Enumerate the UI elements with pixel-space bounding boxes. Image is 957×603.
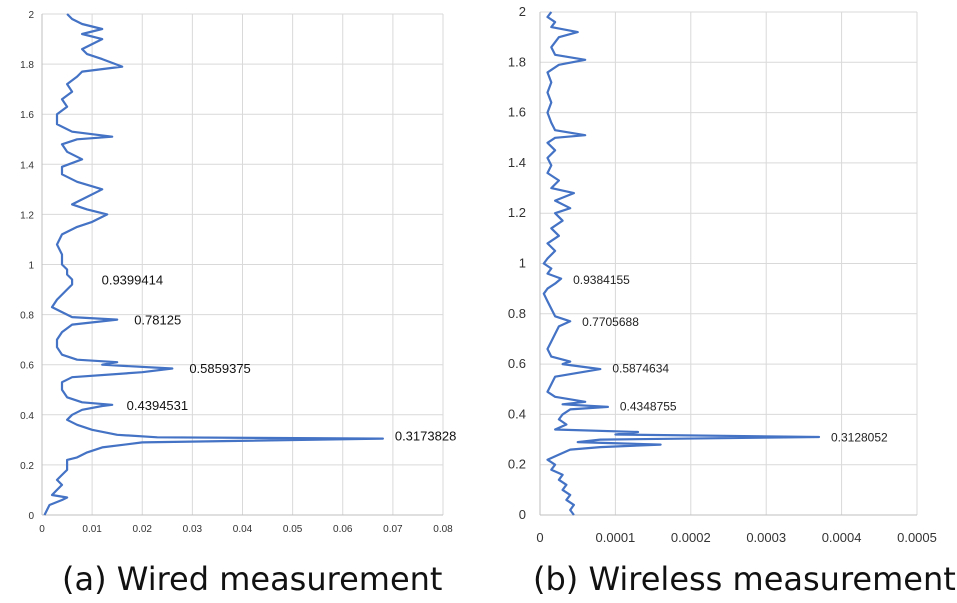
peak-label: 0.9384155 [573,273,630,287]
peak-label: 0.4348755 [620,400,677,414]
chart-panel-wireless: 0 0.2 0.4 0.6 0.8 1 1.2 1.4 1.6 1.8 2 0 0.0001 0.0002… [508,4,937,545]
caption-wired: (a) Wired measurement [62,560,443,598]
x-tick-label: 0.0004 [822,530,862,545]
peak-label: 0.78125 [134,312,181,327]
x-tick-label: 0.03 [183,524,203,535]
peak-label: 0.5874634 [612,361,669,375]
x-tick-label: 0.0003 [746,530,786,545]
y-tick-label: 1.8 [508,54,526,69]
y-tick-label: 2 [519,4,526,19]
peak-label: 0.9399414 [102,273,163,288]
x-tick-label: 0.08 [433,524,453,535]
y-tick-label: 1.2 [20,210,34,221]
peak-label: 0.3173828 [395,428,456,443]
x-tick-label: 0.06 [333,524,353,535]
y-tick-label: 0.2 [508,457,526,472]
chart-panel-wired: 0 0.2 0.4 0.6 0.8 1 1.2 1.4 1.6 1.8 2 0 0.01 0.02 0.03… [20,10,456,535]
x-tick-label: 0 [536,530,543,545]
y-tick-label: 1.6 [20,110,34,121]
y-tick-label: 1.4 [20,160,34,171]
x-tick-label: 0.07 [383,524,403,535]
x-tick-label: 0.0005 [897,530,937,545]
y-tick-label: 1.8 [20,60,34,71]
y-tick-label: 1.6 [508,105,526,120]
x-tick-label: 0.0001 [596,530,636,545]
y-tick-label: 0 [519,507,526,522]
y-tick-label: 2 [28,10,34,21]
y-tick-label: 0.4 [20,411,34,422]
caption-wireless: (b) Wireless measurement [533,560,956,598]
peak-label: 0.4394531 [127,398,188,413]
x-tick-label: 0.04 [233,524,253,535]
y-tick-label: 1 [519,256,526,271]
x-tick-label: 0.01 [82,524,102,535]
y-tick-label: 0.8 [20,311,34,322]
x-tick-label: 0.05 [283,524,303,535]
y-tick-label: 0.6 [20,361,34,372]
peak-label: 0.5859375 [189,361,250,376]
y-tick-label: 1.2 [508,205,526,220]
y-tick-label: 0.2 [20,461,34,472]
y-tick-label: 1 [28,261,34,272]
y-tick-label: 0.8 [508,306,526,321]
y-tick-label: 0 [28,511,34,522]
y-tick-label: 0.4 [508,406,526,421]
x-tick-label: 0.02 [133,524,153,535]
x-tick-label: 0 [39,524,45,535]
series-line [542,11,821,516]
y-tick-label: 1.4 [508,155,526,170]
y-tick-label: 0.6 [508,356,526,371]
x-tick-label: 0.0002 [671,530,711,545]
peak-label: 0.3128052 [831,430,888,444]
peak-label: 0.7705688 [582,315,639,329]
series-line [43,13,384,516]
